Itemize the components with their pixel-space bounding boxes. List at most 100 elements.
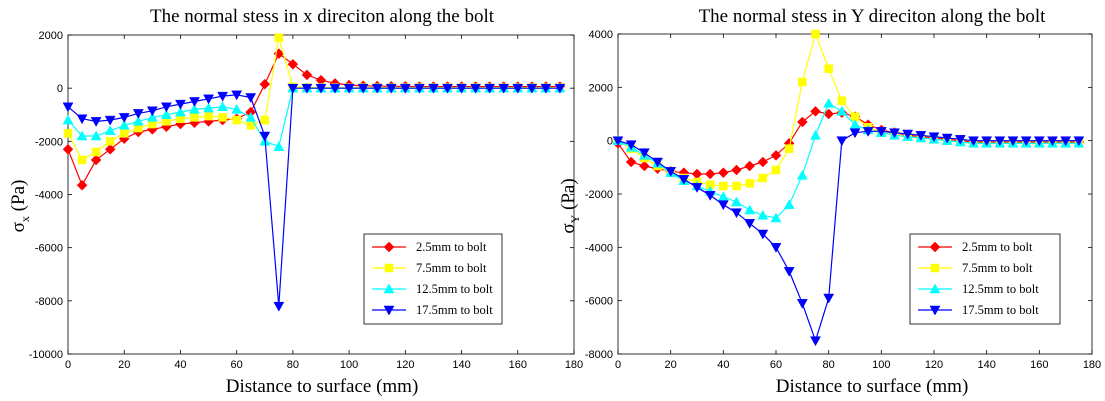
- data-point: [1007, 136, 1019, 147]
- data-point: [981, 136, 993, 147]
- data-point: [287, 58, 299, 70]
- data-point: [175, 106, 186, 117]
- data-point: [796, 169, 808, 180]
- data-point: [1020, 136, 1032, 147]
- x-tick-label: 20: [118, 359, 130, 371]
- x-tick-label: 100: [340, 359, 358, 371]
- data-point: [104, 125, 116, 135]
- data-point: [928, 132, 940, 143]
- data-point: [231, 103, 243, 114]
- data-point: [652, 157, 663, 168]
- data-point: [160, 102, 172, 113]
- x-tick-label: 160: [509, 359, 527, 371]
- data-point: [104, 143, 116, 155]
- y-tick-label: 2000: [589, 82, 613, 94]
- data-point: [757, 209, 769, 220]
- data-point: [62, 143, 74, 155]
- y-tick-label: 2000: [39, 30, 63, 42]
- data-point: [732, 181, 741, 191]
- data-point: [273, 301, 285, 312]
- legend-label: 17.5mm to bolt: [416, 303, 493, 317]
- data-point: [810, 336, 821, 347]
- legend-label: 2.5mm to bolt: [416, 240, 487, 254]
- legend-marker: [930, 263, 940, 273]
- data-point: [810, 105, 821, 117]
- legend-label: 2.5mm to bolt: [962, 240, 1033, 254]
- data-point: [90, 154, 102, 166]
- y-tick-label: 0: [607, 136, 613, 148]
- x-tick-label: 40: [717, 359, 729, 371]
- svg-text:σx (Pa): σx (Pa): [8, 180, 32, 233]
- data-point: [484, 83, 496, 94]
- x-tick-label: 140: [977, 359, 995, 371]
- data-point: [717, 167, 729, 179]
- legend-label: 7.5mm to bolt: [962, 261, 1033, 275]
- x-tick-label: 40: [174, 359, 186, 371]
- x-axis-label: Distance to surface (mm): [226, 376, 419, 397]
- legend-label: 7.5mm to bolt: [416, 261, 487, 275]
- data-point: [232, 115, 241, 125]
- data-point: [105, 137, 115, 146]
- legend-marker: [384, 263, 394, 273]
- legend-item: 7.5mm to bolt: [918, 261, 1033, 275]
- data-point: [204, 111, 213, 121]
- data-point: [190, 113, 199, 122]
- data-point: [146, 111, 158, 122]
- data-point: [915, 131, 927, 141]
- data-point: [758, 173, 768, 183]
- legend-marker: [383, 283, 395, 294]
- data-point: [1033, 136, 1045, 147]
- legend-item: 17.5mm to bolt: [918, 303, 1039, 317]
- y-axis-label-symbol: σ: [8, 222, 29, 232]
- data-point: [428, 83, 439, 94]
- data-point: [76, 130, 88, 141]
- y-tick-label: -4000: [585, 242, 613, 254]
- series-line: [67, 37, 560, 161]
- data-point: [638, 148, 650, 159]
- series-4: [62, 83, 566, 312]
- data-point: [442, 83, 453, 94]
- data-point: [849, 128, 861, 139]
- series-3: [612, 97, 1085, 223]
- legend-marker: [929, 305, 941, 316]
- data-point: [63, 129, 73, 138]
- data-point: [245, 93, 257, 103]
- data-point: [612, 136, 624, 147]
- data-point: [744, 160, 756, 172]
- data-point: [259, 131, 271, 142]
- data-point: [757, 156, 769, 168]
- y-tick-label: 4000: [589, 29, 613, 41]
- y-axis-label-symbol: σ: [558, 223, 579, 233]
- x-tick-label: 140: [452, 359, 470, 371]
- y-tick-label: 0: [57, 83, 63, 95]
- data-point: [399, 83, 411, 94]
- chart-title: The normal stess in x direciton along th…: [150, 6, 495, 27]
- data-point: [175, 99, 186, 110]
- data-point: [119, 129, 129, 138]
- y-axis-label-subscript: x: [18, 216, 32, 222]
- x-tick-label: 160: [1030, 359, 1048, 371]
- y-axis-label-unit: (Pa): [558, 178, 579, 214]
- data-point: [731, 196, 742, 207]
- data-point: [203, 94, 214, 105]
- data-point: [132, 115, 144, 126]
- x-tick-label: 0: [615, 359, 621, 371]
- y-tick-label: -8000: [35, 296, 63, 308]
- data-point: [470, 83, 482, 94]
- x-tick-label: 120: [925, 359, 943, 371]
- data-point: [719, 181, 728, 191]
- legend-marker: [929, 283, 941, 294]
- data-point: [1060, 136, 1072, 147]
- data-point: [218, 113, 227, 122]
- data-point: [245, 111, 257, 122]
- data-point: [798, 77, 807, 87]
- legend-item: 2.5mm to bolt: [918, 240, 1033, 254]
- data-point: [371, 83, 383, 94]
- data-point: [968, 136, 979, 147]
- y-axis-label: σY (Pa): [558, 178, 582, 233]
- legend: 2.5mm to bolt 7.5mm to bolt 12.5mm to bolt…: [909, 233, 1061, 325]
- data-point: [189, 103, 200, 114]
- data-point: [823, 97, 835, 108]
- data-point: [160, 109, 172, 119]
